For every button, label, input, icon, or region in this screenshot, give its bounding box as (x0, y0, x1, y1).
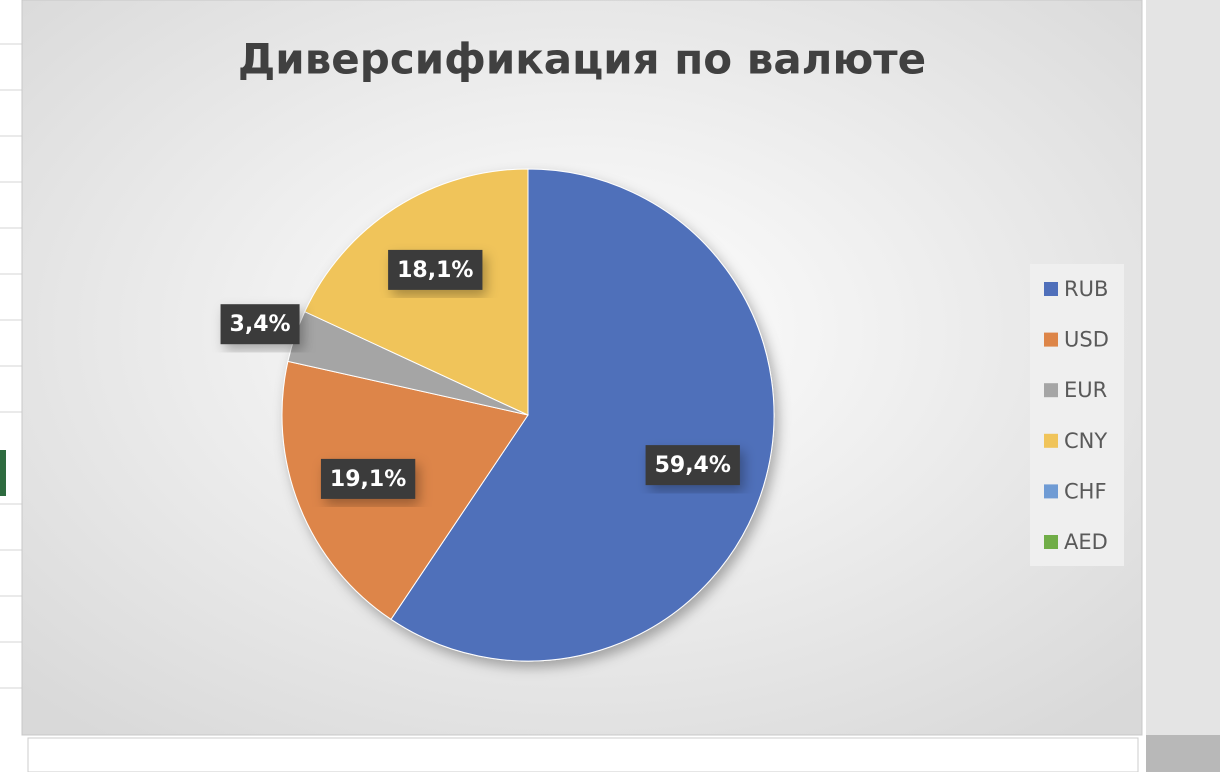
data-label-text: 3,4% (230, 312, 291, 337)
scroll-corner (1146, 735, 1220, 772)
legend-swatch (1044, 535, 1058, 549)
pie (281, 168, 775, 662)
pie-slice (304, 168, 529, 416)
data-label-text: 59,4% (655, 453, 731, 478)
legend-swatch (1044, 383, 1058, 398)
chart-title: Диверсификация по валюте (238, 35, 926, 84)
legend-label: AED (1064, 530, 1108, 554)
legend: RUB USD EUR CNY CHF AED (1044, 277, 1109, 554)
data-label-text: 19,1% (330, 467, 406, 492)
legend-swatch (1044, 282, 1058, 296)
legend-box (1030, 264, 1124, 566)
data-labels: 59,4% 19,1% 3,4% 18,1% (220, 249, 740, 499)
sheet-grid (0, 43, 22, 689)
data-label: 18,1% (388, 249, 483, 290)
cell-marker (0, 450, 6, 496)
legend-label: CHF (1064, 479, 1107, 503)
legend-swatch (1044, 332, 1058, 347)
legend-label: EUR (1064, 378, 1107, 402)
pie-slice (390, 168, 775, 662)
data-label: 3,4% (220, 304, 300, 345)
data-label-text: 18,1% (397, 258, 473, 283)
data-label: 59,4% (645, 445, 740, 486)
legend-label: USD (1064, 328, 1109, 352)
data-label: 19,1% (320, 458, 416, 499)
data-label-box (388, 249, 483, 290)
legend-label: CNY (1064, 429, 1107, 453)
data-label-box (320, 458, 416, 499)
legend-label: RUB (1064, 277, 1108, 301)
data-label-box (220, 304, 300, 345)
legend-swatch (1044, 484, 1058, 499)
legend-swatch (1044, 433, 1058, 448)
sheet-bar (27, 737, 1139, 772)
data-label-box (645, 445, 740, 486)
right-pane (1146, 0, 1220, 772)
